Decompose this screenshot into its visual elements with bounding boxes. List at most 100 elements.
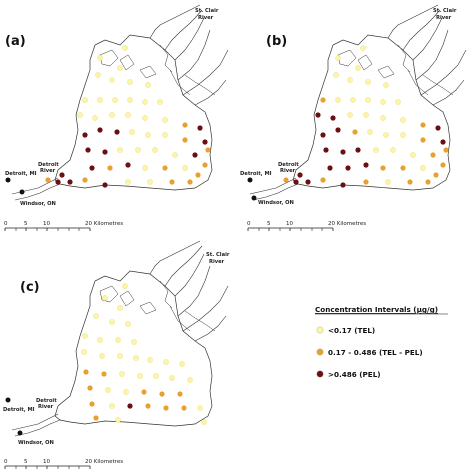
legend-title: Concentration Intervals (µg/g) xyxy=(315,305,438,314)
sample-site xyxy=(440,139,446,145)
sample-site xyxy=(163,405,169,411)
sample-site xyxy=(163,359,169,365)
scale-tick-0: 0 xyxy=(4,459,8,465)
sample-site xyxy=(380,165,386,171)
sample-site xyxy=(169,179,175,185)
sample-site xyxy=(142,165,148,171)
sample-site xyxy=(340,149,346,155)
sample-site xyxy=(102,149,108,155)
legend-label-tel: <0.17 (TEL) xyxy=(328,326,375,335)
sample-site xyxy=(141,389,147,395)
sample-site xyxy=(152,147,158,153)
panel-label: (c) xyxy=(20,280,40,295)
sample-site xyxy=(323,147,329,153)
sample-site xyxy=(137,373,143,379)
sample-site xyxy=(85,147,91,153)
sample-site xyxy=(169,375,175,381)
sample-site xyxy=(123,389,129,395)
sample-site xyxy=(102,182,108,188)
sample-site xyxy=(347,77,353,83)
sample-site xyxy=(335,127,341,133)
sample-site xyxy=(119,371,125,377)
sample-site xyxy=(131,339,137,345)
sample-site xyxy=(109,319,115,325)
sample-site xyxy=(367,129,373,135)
sample-site xyxy=(117,305,123,311)
sample-site xyxy=(363,162,369,168)
sample-site xyxy=(93,313,99,319)
sample-sites xyxy=(45,45,211,188)
sample-site xyxy=(112,97,118,103)
sample-site xyxy=(162,165,168,171)
sample-site xyxy=(305,179,311,185)
stclair-river-label-line2: River xyxy=(198,15,214,21)
sample-site xyxy=(105,387,111,393)
windsor-on-label: Windsor, ON xyxy=(20,201,56,207)
scale-tick-5: 5 xyxy=(267,221,271,227)
scale-tick-10: 10 xyxy=(43,459,50,465)
sample-site xyxy=(320,177,326,183)
scale-tick-20: 20 Kilometres xyxy=(85,459,123,465)
sample-site xyxy=(125,179,131,185)
sample-site xyxy=(365,97,371,103)
detroit-river-label-line2: River xyxy=(38,404,54,410)
sample-site xyxy=(133,355,139,361)
sample-site xyxy=(97,97,103,103)
sample-site xyxy=(59,172,65,178)
sample-site xyxy=(109,77,115,83)
windsor-city-marker xyxy=(17,430,23,436)
sample-site xyxy=(109,112,115,118)
sample-site xyxy=(145,132,151,138)
sample-site xyxy=(87,385,93,391)
sample-site xyxy=(162,132,168,138)
sample-site xyxy=(201,419,207,425)
sample-site xyxy=(187,179,193,185)
sample-site xyxy=(400,165,406,171)
sample-site xyxy=(202,162,208,168)
scale-tick-20: 20 Kilometres xyxy=(328,221,366,227)
sample-site xyxy=(93,415,99,421)
sample-site xyxy=(97,127,103,133)
sample-site xyxy=(162,117,168,123)
detroit-river-label: Detroit xyxy=(38,162,59,168)
sample-site xyxy=(129,129,135,135)
detroit-mi-label: Detroit, MI xyxy=(3,407,35,413)
sample-site xyxy=(283,177,289,183)
sample-site xyxy=(333,72,339,78)
sample-site xyxy=(395,99,401,105)
sample-site xyxy=(147,357,153,363)
sample-site xyxy=(440,162,446,168)
sample-site xyxy=(380,115,386,121)
stclair-river-label: St. Clair xyxy=(206,252,230,258)
stclair-river-label: St. Clair xyxy=(195,8,219,14)
scale-bar: 0 5 10 20 Kilometres xyxy=(4,459,123,470)
sample-site xyxy=(115,337,121,343)
sample-site xyxy=(117,65,123,71)
sample-site xyxy=(55,179,61,185)
sample-site xyxy=(345,165,351,171)
sample-site xyxy=(153,373,159,379)
sample-site xyxy=(182,122,188,128)
windsor-city-marker xyxy=(251,195,257,201)
sample-site xyxy=(407,179,413,185)
sample-site xyxy=(125,321,131,327)
detroit-river-label-line2: River xyxy=(40,168,56,174)
sample-site xyxy=(145,82,151,88)
sample-site xyxy=(205,147,211,153)
sample-site xyxy=(135,147,141,153)
sample-site xyxy=(420,165,426,171)
sample-site xyxy=(101,371,107,377)
legend-label-tel-pel: 0.17 - 0.486 (TEL - PEL) xyxy=(328,348,423,357)
sample-site xyxy=(202,139,208,145)
sample-site xyxy=(425,179,431,185)
detroit-city-marker xyxy=(5,397,11,403)
sample-site xyxy=(363,179,369,185)
sample-site xyxy=(82,97,88,103)
sample-site xyxy=(127,97,133,103)
sample-site xyxy=(435,125,441,131)
sample-site xyxy=(352,129,358,135)
sample-site xyxy=(99,353,105,359)
sample-site xyxy=(350,97,356,103)
sample-site xyxy=(340,182,346,188)
